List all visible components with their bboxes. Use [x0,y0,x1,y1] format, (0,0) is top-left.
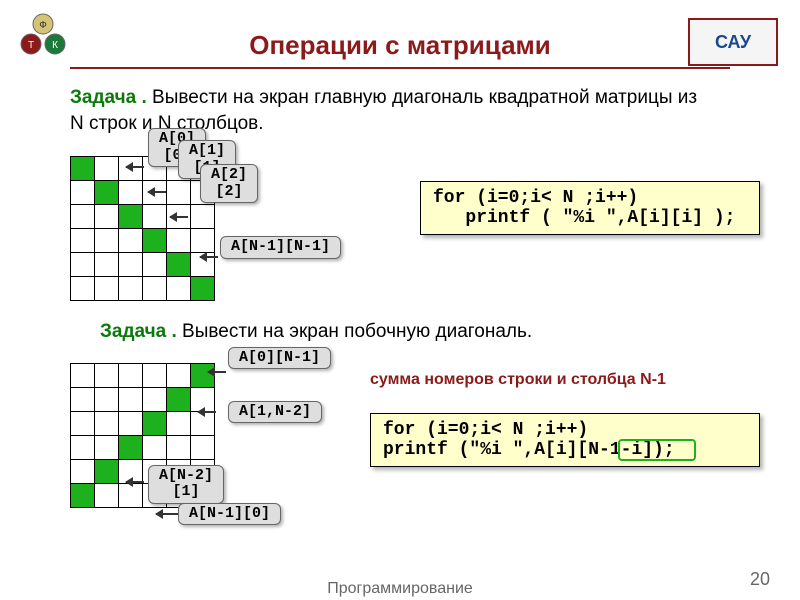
page-title: Операции с матрицами [0,0,800,61]
note-sum: сумма номеров строки и столбца N-1 [370,371,666,389]
task2: Задача . Вывести на экран побочную диаго… [100,319,740,345]
label-an10: A[N-1][0] [178,503,281,526]
logo-right: САУ [688,18,778,66]
logo-right-text: САУ [715,32,751,53]
arrow-icon [208,371,226,373]
arrow-icon [198,411,216,413]
arrow-icon [156,513,178,515]
svg-text:Ф: Ф [39,20,47,31]
code-block-1: for (i=0;i< N ;i++) printf ( "%i ",A[i][… [420,181,760,235]
task1-text: Вывести на экран главную диагональ квадр… [70,87,697,134]
label-a0n1: A[0][N-1] [228,347,331,370]
code-block-2: for (i=0;i< N ;i++) printf ("%i ",A[i][N… [370,413,760,467]
svg-text:К: К [52,40,58,51]
page-number: 20 [750,569,770,590]
diagram2: A[0][N-1] A[1,N-2] A[N-2] [1] A[N-1][0] … [70,353,800,543]
label-a22: A[2] [2] [200,164,258,203]
task2-keyword: Задача . [100,321,177,342]
arrow-icon [126,166,144,168]
task1-keyword: Задача . [70,87,147,108]
footer-text: Программирование [0,580,800,598]
diagram1: A[0] [0] A[1] [1] A[2] [2] A[N-1][N-1] f… [70,136,800,311]
arrow-icon [200,256,218,258]
label-a1n2: A[1,N-2] [228,401,322,424]
arrow-icon [126,481,144,483]
task2-text: Вывести на экран побочную диагональ. [177,321,532,342]
label-ann: A[N-1][N-1] [220,236,341,259]
svg-text:Т: Т [28,40,34,51]
arrow-icon [148,191,166,193]
label-an21: A[N-2] [1] [148,465,224,504]
arrow-icon [170,216,188,218]
logo-left: Ф Т К [18,12,68,62]
title-rule [70,67,730,69]
